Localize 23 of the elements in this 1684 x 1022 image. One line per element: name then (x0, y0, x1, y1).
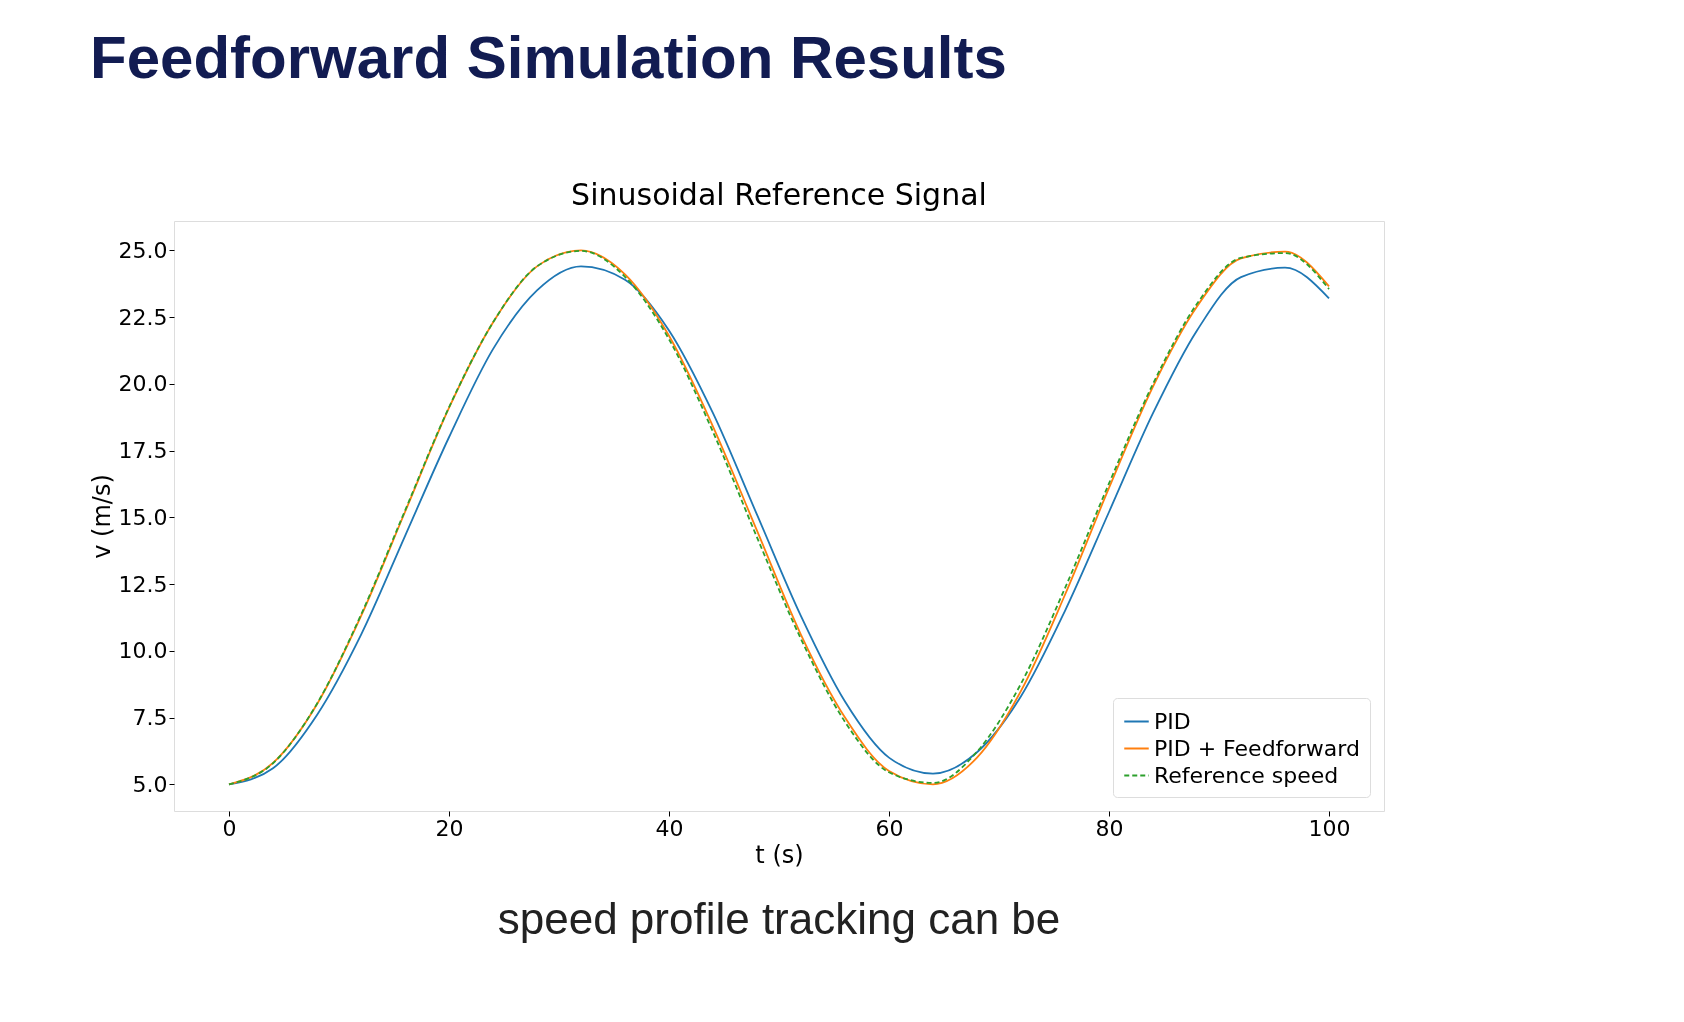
text: speed profile tracking can be (497, 894, 1061, 943)
legend-label: Reference speed (1154, 762, 1339, 788)
chart-title: Feedforward Simulation Results (90, 24, 1007, 91)
y-tick-label: 10.0 (118, 638, 168, 664)
x-tick-label: 60 (875, 815, 904, 841)
y-tick-label: 15.0 (118, 504, 168, 530)
x-tick-label: 80 (1095, 815, 1124, 841)
y-tick-label: 20.0 (118, 371, 168, 397)
chart-subtitle: Sinusoidal Reference Signal (571, 177, 987, 212)
y-axis-title: v (m/s) (87, 474, 116, 559)
x-tick-label: 100 (1308, 815, 1351, 841)
x-tick-label: 40 (655, 815, 684, 841)
y-tick-label: 25.0 (118, 237, 168, 263)
legend-label: PID + Feedforward (1154, 735, 1360, 761)
legend-label: PID (1154, 708, 1191, 734)
y-tick-label: 12.5 (118, 571, 168, 597)
y-tick-label: 22.5 (118, 304, 168, 330)
x-tick-label: 0 (222, 815, 237, 841)
y-tick-label: 5.0 (132, 771, 168, 797)
y-tick-label: 7.5 (132, 705, 168, 731)
x-axis-title: t (s) (755, 840, 804, 869)
y-tick-label: 17.5 (118, 438, 168, 464)
x-tick-label: 20 (435, 815, 464, 841)
